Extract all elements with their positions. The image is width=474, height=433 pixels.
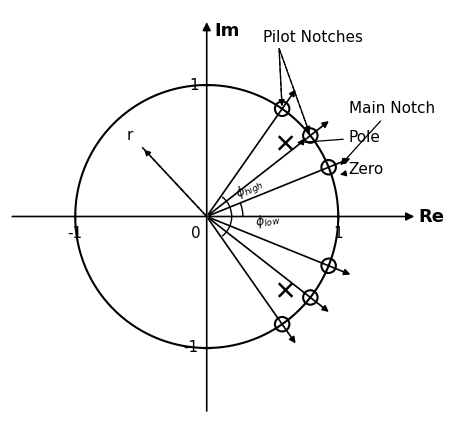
Text: Im: Im bbox=[215, 22, 240, 40]
Text: -1: -1 bbox=[68, 226, 83, 241]
Text: 1: 1 bbox=[333, 226, 343, 241]
Text: Re: Re bbox=[419, 207, 445, 226]
Text: 0: 0 bbox=[191, 226, 201, 241]
Text: 1: 1 bbox=[189, 78, 199, 93]
Text: Main Notch: Main Notch bbox=[341, 101, 435, 164]
Text: Pole: Pole bbox=[298, 130, 381, 145]
Text: -1: -1 bbox=[184, 340, 199, 355]
Text: r: r bbox=[127, 128, 133, 143]
Text: Pilot Notches: Pilot Notches bbox=[263, 30, 363, 45]
Text: $\phi_{low}$: $\phi_{low}$ bbox=[253, 210, 281, 231]
Text: $\phi_{high}$: $\phi_{high}$ bbox=[233, 175, 266, 204]
Text: Zero: Zero bbox=[341, 162, 384, 177]
